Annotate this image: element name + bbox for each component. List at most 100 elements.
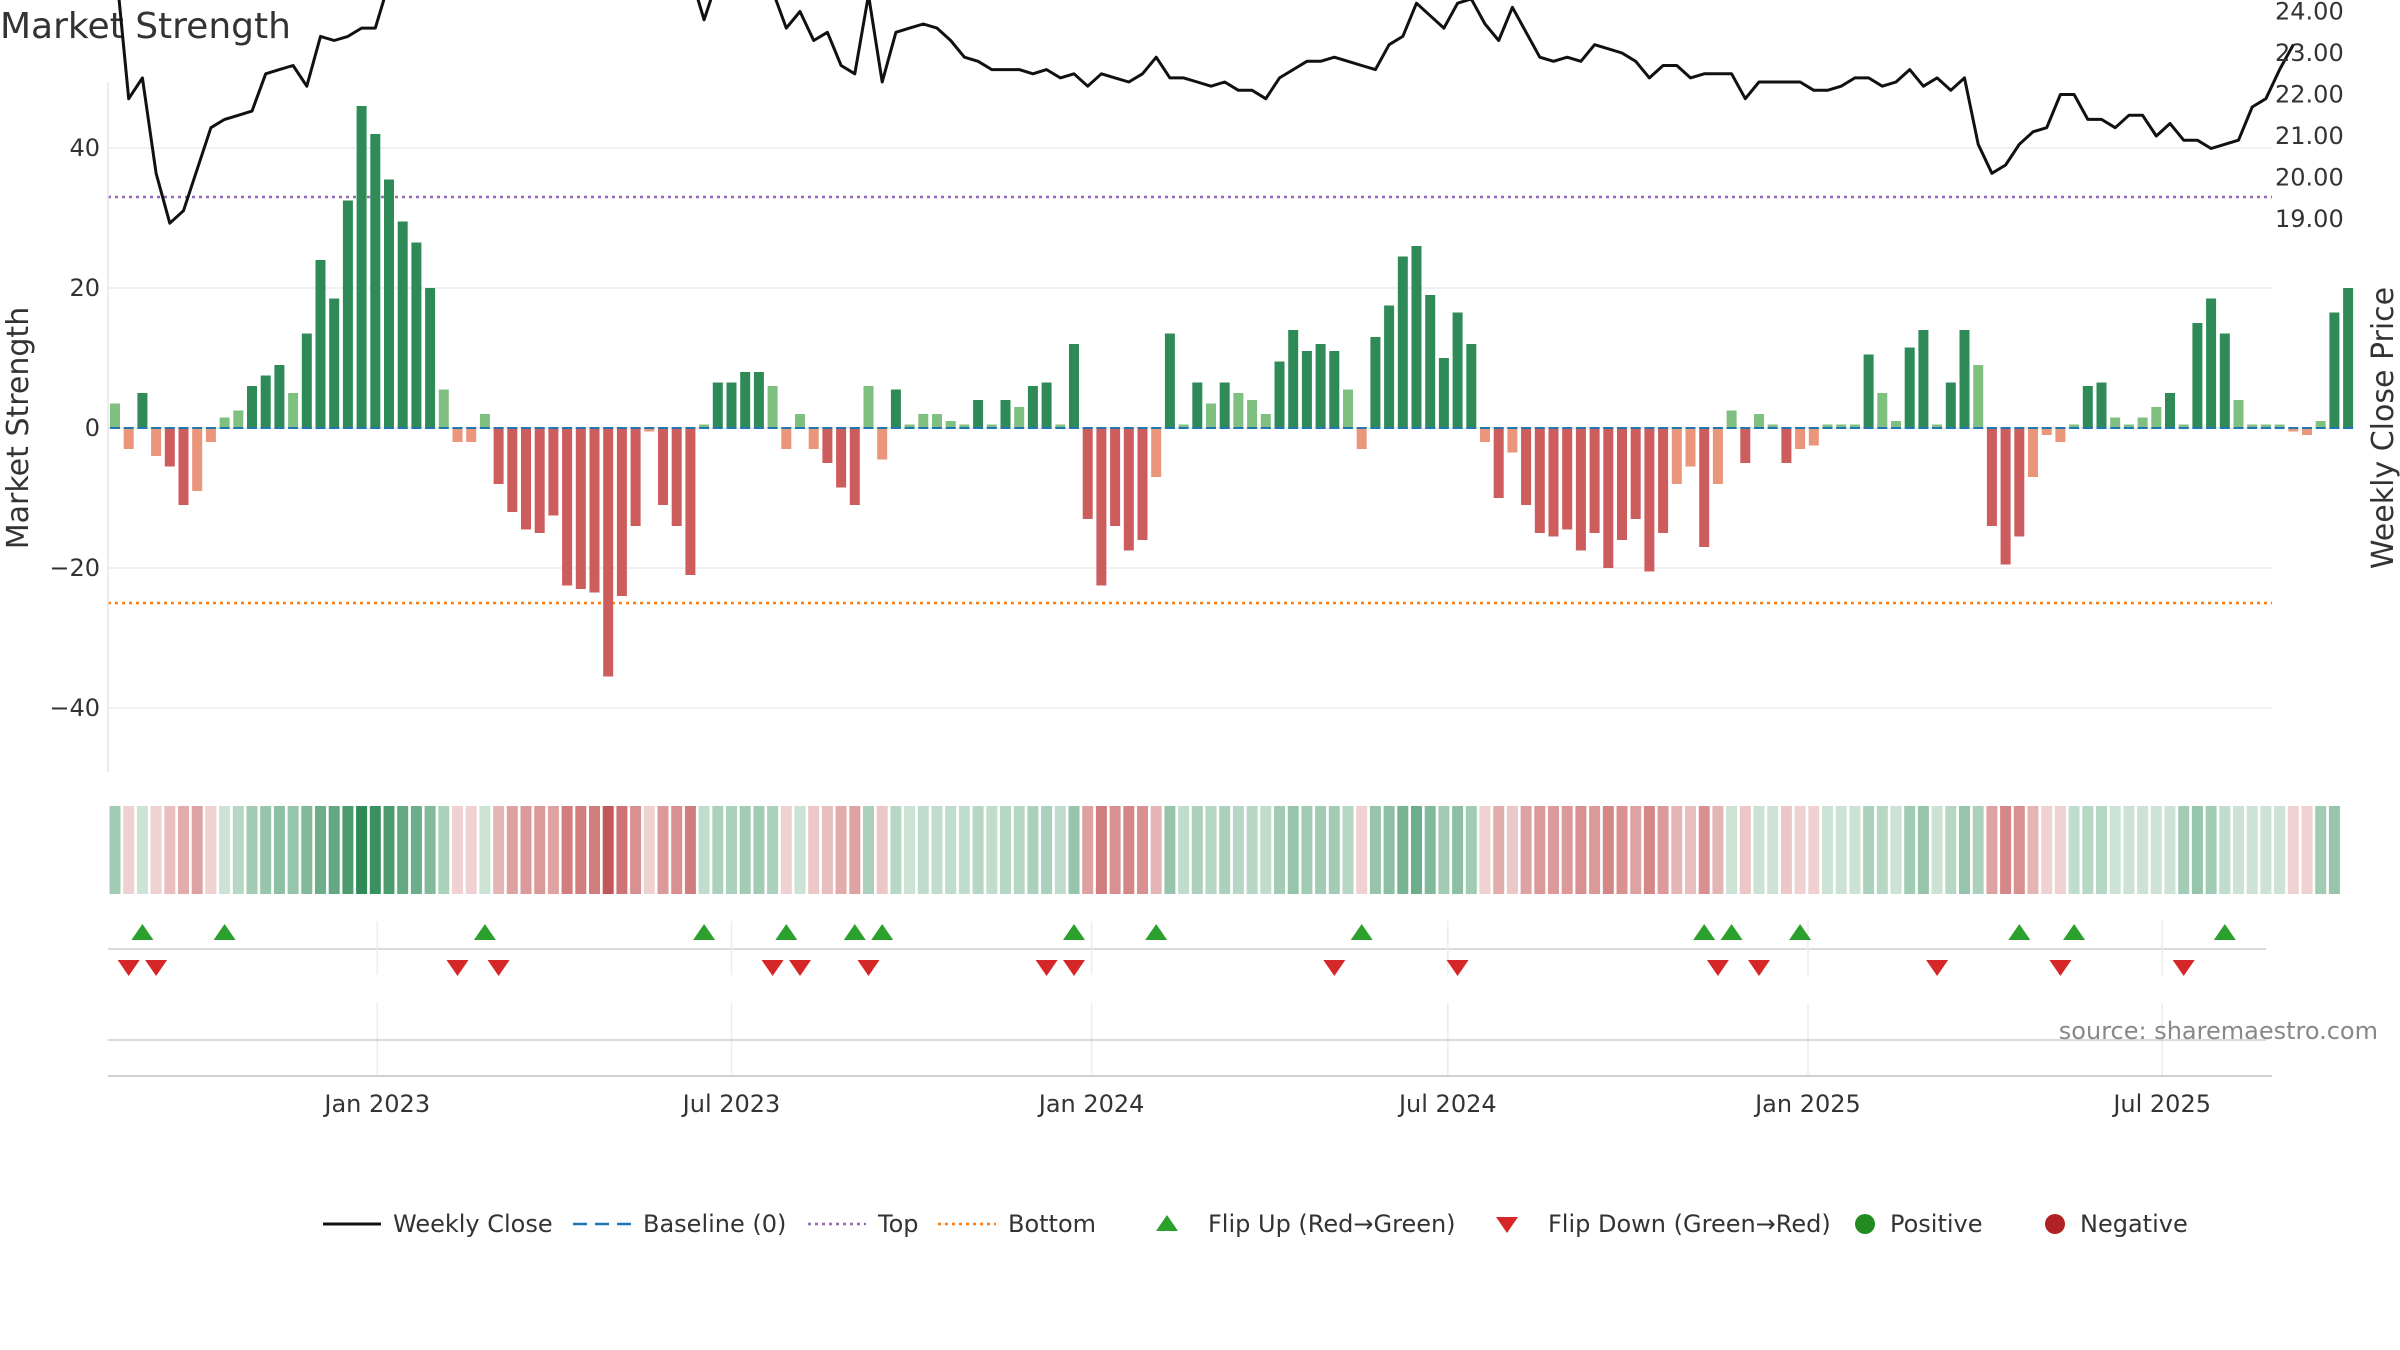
strength-bar	[2302, 428, 2312, 435]
heat-tile	[986, 806, 998, 894]
heat-tile	[1369, 806, 1381, 894]
strength-bar	[1891, 421, 1901, 428]
heat-tile	[2164, 806, 2176, 894]
heat-tile	[1808, 806, 1820, 894]
heat-tile	[904, 806, 916, 894]
strength-bar	[1288, 330, 1299, 428]
heat-tile	[1506, 806, 1518, 894]
heat-tile	[328, 806, 340, 894]
flip-up-marker	[1145, 924, 1168, 940]
strength-bar	[658, 428, 668, 505]
heat-tile	[1013, 806, 1025, 894]
heat-tile	[1178, 806, 1190, 894]
heat-tile	[1438, 806, 1450, 894]
heat-tile	[1890, 806, 1902, 894]
heat-tile	[438, 806, 450, 894]
heat-tile	[684, 806, 696, 894]
heat-tile	[1137, 806, 1148, 894]
heat-tile	[1616, 806, 1628, 894]
close-line-group	[117, 0, 2295, 225]
heat-tile	[1150, 806, 1162, 894]
flip-up-marker	[2008, 924, 2031, 940]
heat-tile	[2246, 806, 2258, 894]
heat-tile	[424, 806, 436, 894]
heat-tile	[561, 806, 573, 894]
heat-tile	[1575, 806, 1587, 894]
heat-tile	[1328, 806, 1340, 894]
heat-tile	[1643, 806, 1655, 894]
heat-tile	[2274, 806, 2286, 894]
strength-bar	[1069, 344, 1079, 428]
strength-bar	[1055, 424, 1066, 428]
y2-tick-label: 24.00	[2275, 0, 2344, 26]
strength-bar	[1137, 428, 1148, 540]
flip-up-marker	[131, 924, 154, 940]
strength-bar	[1699, 428, 1710, 547]
heat-tile	[1095, 806, 1107, 894]
legend-item-close: Weekly Close	[323, 1210, 553, 1238]
legend-item-positive: Positive	[1855, 1210, 1983, 1238]
strength-bar	[1164, 333, 1175, 428]
heat-tile	[917, 806, 929, 894]
strength-bar	[1521, 428, 1532, 505]
flip-down-marker	[145, 960, 168, 976]
x-tick-label: Jul 2025	[2111, 1090, 2211, 1118]
heat-tile	[1452, 806, 1464, 894]
flip-up-marker	[843, 924, 866, 940]
flip-down-marker	[761, 960, 784, 976]
heat-tile	[739, 806, 751, 894]
heat-tile	[301, 806, 313, 894]
strength-bar	[1959, 330, 1970, 428]
heat-tile	[2328, 806, 2340, 894]
strength-bar	[685, 428, 696, 575]
heat-tile	[1191, 806, 1203, 894]
x-tick-label: Jul 2023	[681, 1090, 781, 1118]
heat-tile	[1671, 806, 1683, 894]
strength-bar	[1425, 295, 1436, 428]
strength-bar	[1329, 351, 1340, 428]
heat-tile	[2137, 806, 2149, 894]
strength-bar	[466, 428, 477, 442]
heat-tile	[534, 806, 546, 894]
heat-tile	[1698, 806, 1710, 894]
heat-tile	[1219, 806, 1231, 894]
strength-bar	[671, 428, 682, 526]
heat-tile	[410, 806, 422, 894]
heat-tile	[1027, 806, 1039, 894]
heat-tile	[876, 806, 888, 894]
strength-bar	[329, 298, 340, 428]
heat-tile	[863, 806, 874, 894]
strength-bar	[849, 428, 860, 505]
heat-tile	[136, 806, 148, 894]
legend-item-flip_down: Flip Down (Green→Red)	[1496, 1210, 1831, 1238]
strength-bar	[534, 428, 545, 533]
flip-down-marker	[1063, 960, 1085, 976]
strength-bar	[1178, 424, 1189, 428]
flip-down-marker	[487, 960, 510, 976]
heat-tile	[1000, 806, 1011, 894]
strength-bar	[2096, 382, 2107, 428]
legend-label: Flip Up (Red→Green)	[1208, 1210, 1456, 1238]
strength-bar	[1301, 351, 1312, 428]
heat-tile	[780, 806, 792, 894]
x-tick-label: Jan 2023	[322, 1090, 430, 1118]
x-tick-label: Jul 2024	[1397, 1090, 1497, 1118]
strength-bar	[2055, 428, 2066, 442]
strength-bar	[219, 417, 230, 428]
heat-tile	[1822, 806, 1833, 894]
strength-bar	[479, 414, 490, 428]
flip-down-marker	[1706, 960, 1729, 976]
heat-tile	[1274, 806, 1285, 894]
heat-tile	[1424, 806, 1436, 894]
heat-tile	[178, 806, 189, 894]
strength-bar	[795, 414, 805, 428]
strength-bar	[1247, 400, 1258, 428]
y2-tick-label: 20.00	[2275, 164, 2344, 192]
y2-axis-label: Weekly Close Price	[2366, 287, 2400, 569]
strength-bar	[1192, 382, 1203, 428]
flip-down-marker	[2049, 960, 2072, 976]
legend-label: Flip Down (Green→Red)	[1548, 1210, 1831, 1238]
heat-tile	[1465, 806, 1477, 894]
heat-tile	[342, 806, 354, 894]
